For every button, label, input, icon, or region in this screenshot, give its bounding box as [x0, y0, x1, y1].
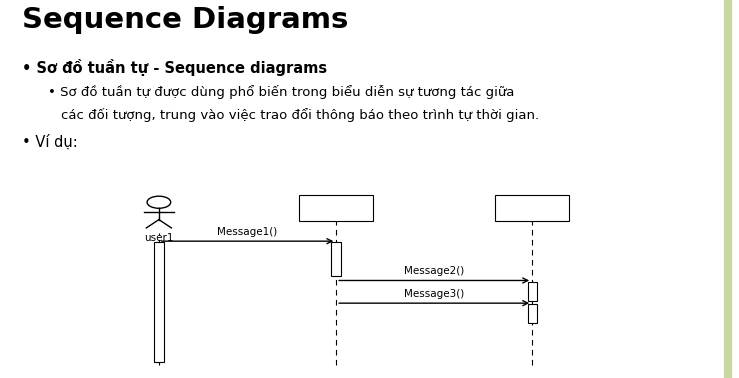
Text: Message2(): Message2() — [404, 266, 464, 276]
Text: user1: user1 — [144, 233, 174, 243]
Text: Sequence Diagrams: Sequence Diagrams — [22, 6, 349, 34]
Text: BInstance: BInstance — [506, 203, 558, 213]
Bar — [495, 195, 569, 221]
Bar — [331, 242, 341, 276]
Text: • Ví dụ:: • Ví dụ: — [22, 134, 78, 149]
Bar — [528, 282, 537, 301]
Text: AInstance: AInstance — [310, 203, 362, 213]
Text: • Sơ đồ tuần tự được dùng phổ biến trong biểu diễn sự tương tác giữa: • Sơ đồ tuần tự được dùng phổ biến trong… — [48, 85, 514, 99]
Bar — [154, 242, 164, 362]
Bar — [528, 304, 537, 323]
Text: Message1(): Message1() — [217, 227, 278, 237]
Text: các đối tượng, trung vào việc trao đổi thông báo theo trình tự thời gian.: các đối tượng, trung vào việc trao đổi t… — [61, 108, 539, 122]
Text: • Sơ đồ tuần tự - Sequence diagrams: • Sơ đồ tuần tự - Sequence diagrams — [22, 59, 327, 76]
Bar — [299, 195, 373, 221]
Text: Message3(): Message3() — [404, 289, 464, 299]
